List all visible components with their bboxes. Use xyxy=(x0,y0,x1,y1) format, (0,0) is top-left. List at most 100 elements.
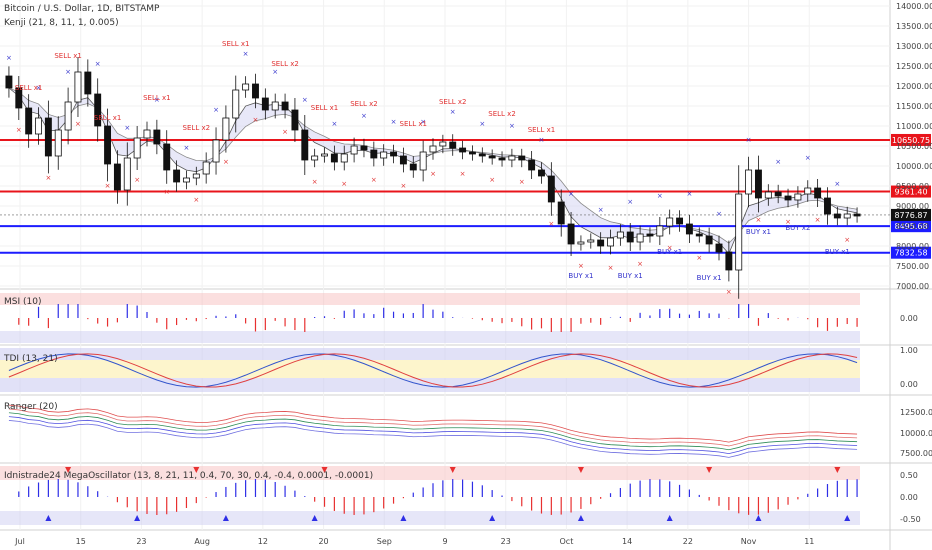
candle-body[interactable] xyxy=(350,145,358,155)
candle-body[interactable] xyxy=(528,159,536,171)
level-badge[interactable] xyxy=(891,220,931,233)
candle-body[interactable] xyxy=(636,233,644,243)
candle-body[interactable] xyxy=(399,155,407,165)
candle-body[interactable] xyxy=(478,153,486,157)
candlesticks[interactable] xyxy=(5,57,861,299)
candle-body[interactable] xyxy=(222,117,230,141)
level-badge[interactable] xyxy=(891,246,931,259)
candle-body[interactable] xyxy=(94,93,102,127)
candle-body[interactable] xyxy=(390,151,398,157)
candle-body[interactable] xyxy=(597,239,605,247)
candle-body[interactable] xyxy=(804,187,812,195)
candle-body[interactable] xyxy=(360,145,368,151)
candle-body[interactable] xyxy=(163,143,171,171)
candle-body[interactable] xyxy=(202,161,210,175)
candle-body[interactable] xyxy=(745,169,753,195)
candle-body[interactable] xyxy=(656,225,664,237)
candle-body[interactable] xyxy=(705,235,713,245)
candle-body[interactable] xyxy=(252,83,259,99)
candle-body[interactable] xyxy=(626,231,634,243)
candle-body[interactable] xyxy=(843,213,851,219)
candle-body[interactable] xyxy=(833,213,841,219)
candle-body[interactable] xyxy=(113,163,121,191)
candle-body[interactable] xyxy=(439,141,447,147)
candle-body[interactable] xyxy=(607,237,614,247)
candle-body[interactable] xyxy=(824,197,831,215)
osc-tick-label: 0.00 xyxy=(900,314,918,323)
candle-body[interactable] xyxy=(685,223,693,235)
candle-body[interactable] xyxy=(173,169,181,183)
level-badge[interactable] xyxy=(891,133,931,146)
osc-tick-label: 0.00 xyxy=(900,493,918,502)
candle-body[interactable] xyxy=(35,117,42,135)
candle-body[interactable] xyxy=(774,191,782,197)
candle-body[interactable] xyxy=(814,187,822,199)
candle-body[interactable] xyxy=(616,231,624,239)
candle-body[interactable] xyxy=(271,101,279,111)
candle-body[interactable] xyxy=(123,157,131,191)
level-badge[interactable] xyxy=(891,185,931,198)
candle-body[interactable] xyxy=(567,223,575,245)
candle-body[interactable] xyxy=(468,151,476,155)
candle-body[interactable] xyxy=(518,155,526,161)
candle-body[interactable] xyxy=(64,101,72,131)
buy-setup-marker: × xyxy=(430,170,436,178)
candle-body[interactable] xyxy=(54,129,62,157)
candle-body[interactable] xyxy=(488,155,496,159)
candle-body[interactable] xyxy=(44,117,52,157)
candle-body[interactable] xyxy=(646,233,654,237)
candle-body[interactable] xyxy=(666,217,674,227)
candle-body[interactable] xyxy=(459,147,467,153)
candle-body[interactable] xyxy=(153,129,161,145)
candle-body[interactable] xyxy=(764,191,772,199)
candle-body[interactable] xyxy=(725,251,733,271)
candle-body[interactable] xyxy=(429,145,437,153)
candle-body[interactable] xyxy=(794,193,802,201)
sell-setup-marker: × xyxy=(598,206,604,214)
candle-body[interactable] xyxy=(182,177,190,183)
candle-body[interactable] xyxy=(557,201,565,225)
candle-body[interactable] xyxy=(25,107,33,135)
candle-body[interactable] xyxy=(192,173,200,179)
candle-body[interactable] xyxy=(547,175,555,203)
candle-body[interactable] xyxy=(370,149,378,159)
candle-body[interactable] xyxy=(587,239,595,243)
candle-body[interactable] xyxy=(784,195,792,201)
candle-body[interactable] xyxy=(212,139,220,163)
candle-body[interactable] xyxy=(695,233,703,237)
candle-body[interactable] xyxy=(311,155,319,161)
candle-body[interactable] xyxy=(508,155,516,161)
candle-body[interactable] xyxy=(74,71,82,103)
candle-body[interactable] xyxy=(281,101,289,111)
candle-body[interactable] xyxy=(498,157,506,161)
candle-body[interactable] xyxy=(321,153,328,157)
candle-body[interactable] xyxy=(104,125,112,165)
candle-body[interactable] xyxy=(330,153,338,163)
candle-body[interactable] xyxy=(449,141,457,149)
date-tick-label: Sep xyxy=(377,537,392,546)
candle-body[interactable] xyxy=(380,151,388,159)
candle-body[interactable] xyxy=(143,129,151,139)
candle-body[interactable] xyxy=(301,129,309,161)
candle-body[interactable] xyxy=(754,169,762,199)
candle-body[interactable] xyxy=(676,217,684,225)
candle-body[interactable] xyxy=(409,163,417,171)
candle-body[interactable] xyxy=(715,243,723,253)
sell-setup-marker: × xyxy=(539,136,545,144)
candle-body[interactable] xyxy=(853,213,861,217)
candle-body[interactable] xyxy=(577,241,585,245)
candle-body[interactable] xyxy=(538,169,545,177)
candle-body[interactable] xyxy=(261,97,269,111)
candle-body[interactable] xyxy=(291,109,299,131)
candle-body[interactable] xyxy=(340,153,348,163)
candle-body[interactable] xyxy=(15,87,23,109)
candle-body[interactable] xyxy=(133,137,141,159)
candle-body[interactable] xyxy=(735,193,743,271)
tdi-upper-band xyxy=(0,348,860,360)
candle-body[interactable] xyxy=(5,75,13,89)
candle-body[interactable] xyxy=(242,83,250,91)
candle-body[interactable] xyxy=(84,71,92,95)
candle-body[interactable] xyxy=(419,151,427,171)
candle-body[interactable] xyxy=(232,89,240,119)
